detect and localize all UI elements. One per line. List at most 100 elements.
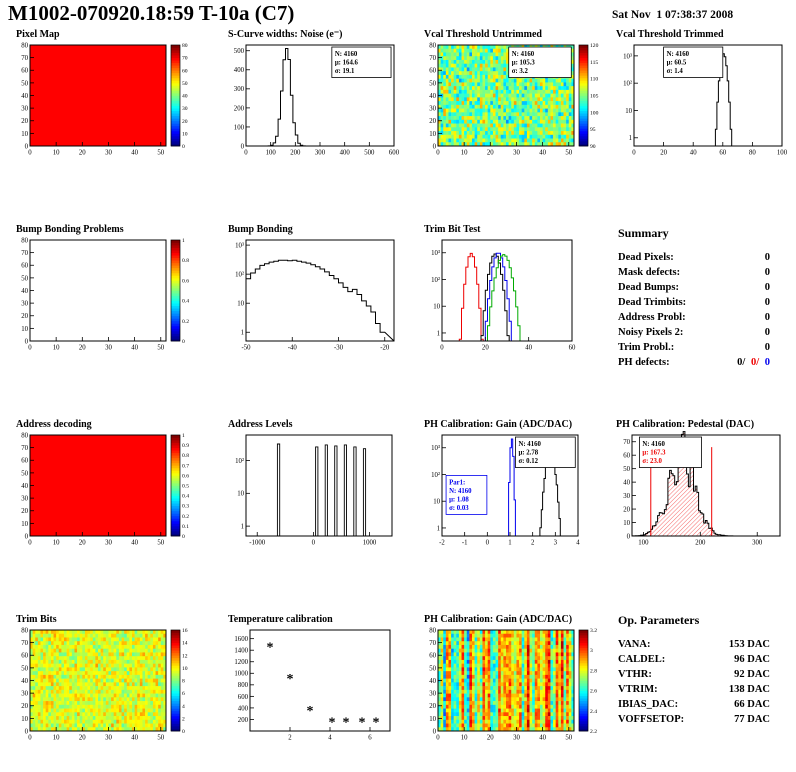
summary-label: Noisy Pixels 2:	[618, 327, 684, 338]
svg-text:0.6: 0.6	[182, 278, 189, 284]
address-decoding-title: Address decoding	[16, 419, 92, 430]
svg-text:30: 30	[105, 540, 112, 547]
panel-bump-bonding-problems: Bump Bonding Problems 0 0.2 0.4 0.6 0.8 1 0 10 2…	[10, 223, 214, 357]
svg-text:70: 70	[429, 55, 436, 62]
svg-text:8: 8	[182, 679, 185, 685]
vcal-untrimmed-chart: 90 95 100 105 110 115 120 0 10 20 30 40 50 0 10 20 30 40 5…	[429, 42, 599, 156]
summary-value: 0	[764, 282, 770, 293]
scurve-noise-chart: 0 100 200 300 400 500 600 0 100 200 300 400 500 N: 41…	[234, 44, 400, 157]
op-param-label: CALDEL:	[618, 654, 666, 665]
svg-text:-20: -20	[380, 345, 390, 352]
svg-text:40: 40	[131, 150, 138, 157]
svg-text:100: 100	[638, 540, 649, 547]
svg-text:10³: 10³	[235, 243, 244, 250]
op-param-row-vana: VANA: 153 DAC	[618, 637, 770, 652]
svg-text:0.7: 0.7	[182, 463, 189, 469]
svg-text:σ: 0.03: σ: 0.03	[449, 505, 469, 512]
svg-text:30: 30	[105, 345, 112, 352]
svg-text:70: 70	[429, 640, 436, 647]
timestamp: Sat Nov 1 07:38:37 2008	[612, 9, 734, 21]
svg-text:*: *	[373, 716, 380, 731]
svg-text:70: 70	[21, 250, 28, 257]
summary-title: Summary	[618, 226, 669, 240]
svg-text:0.8: 0.8	[182, 258, 189, 264]
svg-text:120: 120	[590, 43, 599, 49]
svg-text:60: 60	[21, 653, 28, 660]
panel-pixel-map: Pixel Map 0 10 20 30 40 50 60 70 80 0 10 20 30 40 50 0 1…	[10, 28, 214, 162]
svg-text:σ: 0.12: σ: 0.12	[518, 458, 538, 465]
svg-text:0.8: 0.8	[182, 453, 189, 459]
svg-text:10: 10	[21, 131, 28, 138]
svg-text:10: 10	[623, 520, 630, 527]
svg-text:Par1:: Par1:	[449, 479, 465, 486]
svg-text:20: 20	[21, 703, 28, 710]
svg-text:20: 20	[79, 150, 86, 157]
summary-row-dead-bumps: Dead Bumps: 0	[618, 280, 770, 295]
svg-text:0: 0	[312, 540, 316, 547]
svg-text:2: 2	[288, 735, 292, 742]
ph-defect-count-black: 0/	[737, 357, 746, 368]
svg-text:0: 0	[182, 144, 185, 150]
svg-text:10: 10	[625, 108, 632, 115]
svg-text:σ: 23.0: σ: 23.0	[642, 458, 662, 465]
address-levels-title: Address Levels	[228, 419, 293, 430]
svg-text:6: 6	[368, 735, 372, 742]
trim-bit-test-chart: 0 20 40 60 1 10 10² 10³	[431, 239, 576, 352]
svg-text:40: 40	[690, 150, 697, 157]
panel-scurve-noise: S-Curve widths: Noise (e⁻) 0 100 200 300 400…	[222, 28, 404, 162]
svg-text:40: 40	[429, 93, 436, 100]
svg-text:20: 20	[79, 345, 86, 352]
svg-text:10³: 10³	[623, 53, 632, 60]
svg-text:0.3: 0.3	[182, 504, 189, 510]
svg-text:10: 10	[21, 326, 28, 333]
summary-value: 0	[764, 267, 770, 278]
svg-text:1: 1	[508, 540, 511, 547]
vcal-trimmed-title: Vcal Threshold Trimmed	[616, 29, 724, 40]
svg-text:-1000: -1000	[249, 540, 265, 547]
svg-text:0: 0	[436, 735, 440, 742]
summary-row-trim-probl: Trim Probl.: 0	[618, 340, 770, 355]
svg-text:20: 20	[21, 508, 28, 515]
svg-text:20: 20	[21, 313, 28, 320]
summary-row-ph-defects: PH defects: 0/ 0/ 0	[618, 355, 770, 370]
ph-gain-map-title: PH Calibration: Gain (ADC/DAC)	[424, 614, 573, 625]
svg-text:10²: 10²	[431, 472, 440, 479]
svg-text:4: 4	[182, 704, 185, 710]
svg-text:30: 30	[513, 735, 520, 742]
svg-text:30: 30	[105, 150, 112, 157]
svg-text:80: 80	[21, 627, 28, 634]
svg-text:1: 1	[241, 330, 244, 337]
svg-text:110: 110	[590, 77, 598, 83]
summary-label: Trim Probl.:	[618, 342, 675, 353]
svg-text:60: 60	[429, 68, 436, 75]
svg-text:105: 105	[590, 94, 599, 100]
op-param-row-ibias: IBIAS_DAC: 66 DAC	[618, 697, 770, 712]
svg-text:-2: -2	[439, 540, 445, 547]
svg-text:30: 30	[21, 691, 28, 698]
svg-text:2.6: 2.6	[590, 689, 597, 695]
svg-text:60: 60	[623, 453, 630, 460]
ph-gain-hist-chart: -2 -1 0 1 2 3 4 1 10 10² 10³ N: 4160 μ: 2.78σ: 0.12 P…	[431, 434, 580, 547]
svg-text:800: 800	[238, 682, 249, 689]
svg-text:0: 0	[28, 150, 32, 157]
svg-text:30: 30	[182, 106, 188, 112]
op-parameters-title: Op. Parameters	[618, 613, 700, 627]
panel-address-decoding: Address decoding 0 0.1 0.2 0.3 0.4 0.5 0.6 0.7 0…	[10, 418, 214, 552]
svg-text:20: 20	[79, 540, 86, 547]
svg-text:100: 100	[266, 150, 277, 157]
svg-text:10: 10	[433, 499, 440, 506]
svg-text:0: 0	[182, 339, 185, 345]
summary-row-dead-trimbits: Dead Trimbits: 0	[618, 295, 770, 310]
svg-text:0: 0	[182, 534, 185, 540]
svg-text:400: 400	[238, 705, 249, 712]
panel-bump-bonding: Bump Bonding -50 -40 -30 -20 1 10 10² 10³	[222, 223, 404, 357]
svg-text:1000: 1000	[234, 671, 248, 678]
trim-bits-chart: 0 2 4 6 8 10 12 14 16 0 10 20 30 40 50 0 10 20 30 40 50 60 70 8…	[21, 627, 188, 741]
svg-text:20: 20	[21, 118, 28, 125]
svg-text:10: 10	[53, 345, 60, 352]
summary-value: 0	[764, 297, 770, 308]
svg-text:0: 0	[627, 533, 631, 540]
op-param-value: 77 DAC	[734, 714, 770, 725]
op-param-label: VOFFSETOP:	[618, 714, 685, 725]
svg-text:1: 1	[437, 525, 440, 532]
